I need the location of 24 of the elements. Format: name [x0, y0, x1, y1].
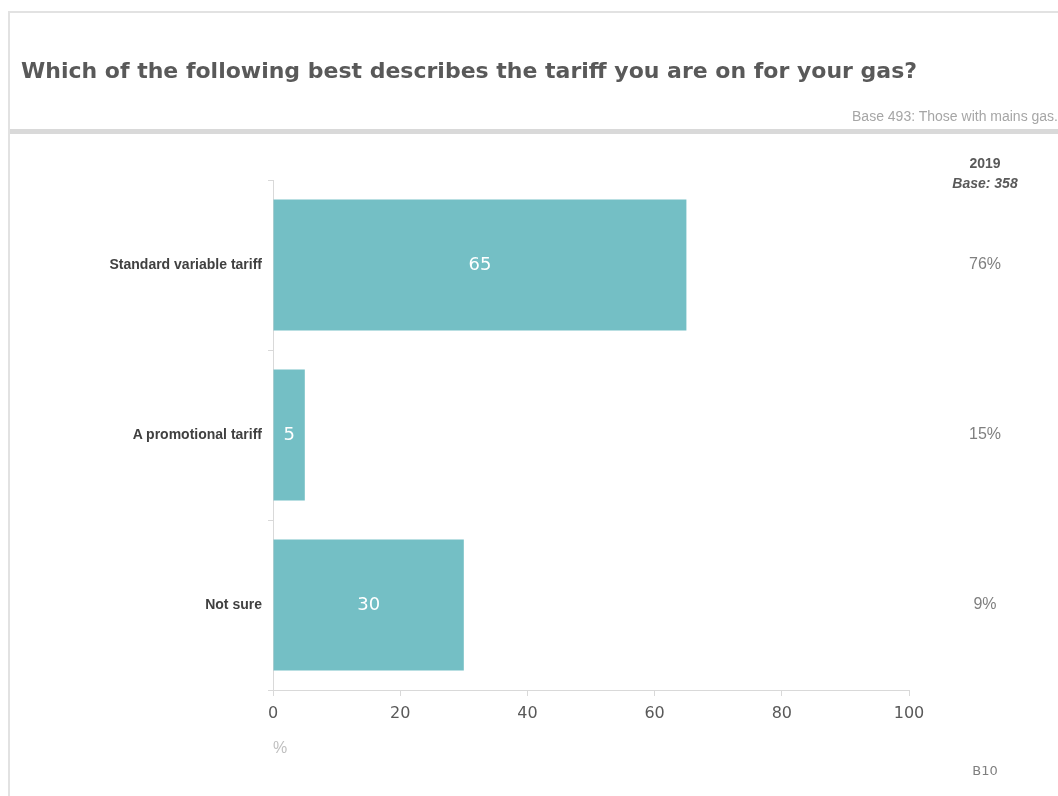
bar — [273, 199, 687, 331]
y-tick-label: Standard variable tariff — [109, 255, 263, 272]
bar — [273, 539, 464, 671]
y-tick-label: Not sure — [205, 595, 263, 612]
x-tick-label: 100 — [893, 702, 925, 722]
data-label: 65 — [468, 252, 492, 274]
x-tick-label: 60 — [644, 702, 665, 722]
text: 76% — [968, 255, 1002, 273]
text: Base 493: Those with mains gas. — [852, 108, 1058, 124]
x-tick-label: 40 — [517, 702, 538, 722]
x-axis-title: % — [273, 738, 288, 756]
x-tick-label: 20 — [390, 702, 411, 722]
text: B10 — [972, 763, 998, 779]
bar — [273, 369, 305, 501]
data-label: 5 — [283, 422, 295, 444]
chart-title: Which of the following best describes the tariff you are on for your gas? — [21, 58, 918, 83]
x-tick-label: 0 — [267, 702, 279, 722]
text: Base: 358 — [952, 174, 1018, 191]
y-tick-label: A promotional tariff — [132, 425, 263, 442]
text: 15% — [968, 425, 1002, 443]
text: 9% — [973, 595, 997, 613]
x-tick-label: 80 — [771, 702, 792, 722]
data-label: 30 — [357, 592, 381, 614]
text: 2019 — [969, 154, 1001, 171]
